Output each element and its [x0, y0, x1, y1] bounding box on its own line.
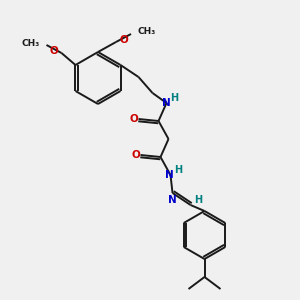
Text: H: H [170, 93, 178, 103]
Text: H: H [175, 165, 183, 175]
Text: CH₃: CH₃ [138, 28, 156, 37]
Text: N: N [162, 98, 171, 108]
Text: CH₃: CH₃ [21, 38, 40, 47]
Text: H: H [194, 195, 202, 205]
Text: O: O [131, 150, 140, 160]
Text: O: O [119, 35, 128, 45]
Text: N: N [165, 170, 174, 180]
Text: O: O [50, 46, 58, 56]
Text: N: N [168, 195, 177, 205]
Text: O: O [129, 114, 138, 124]
